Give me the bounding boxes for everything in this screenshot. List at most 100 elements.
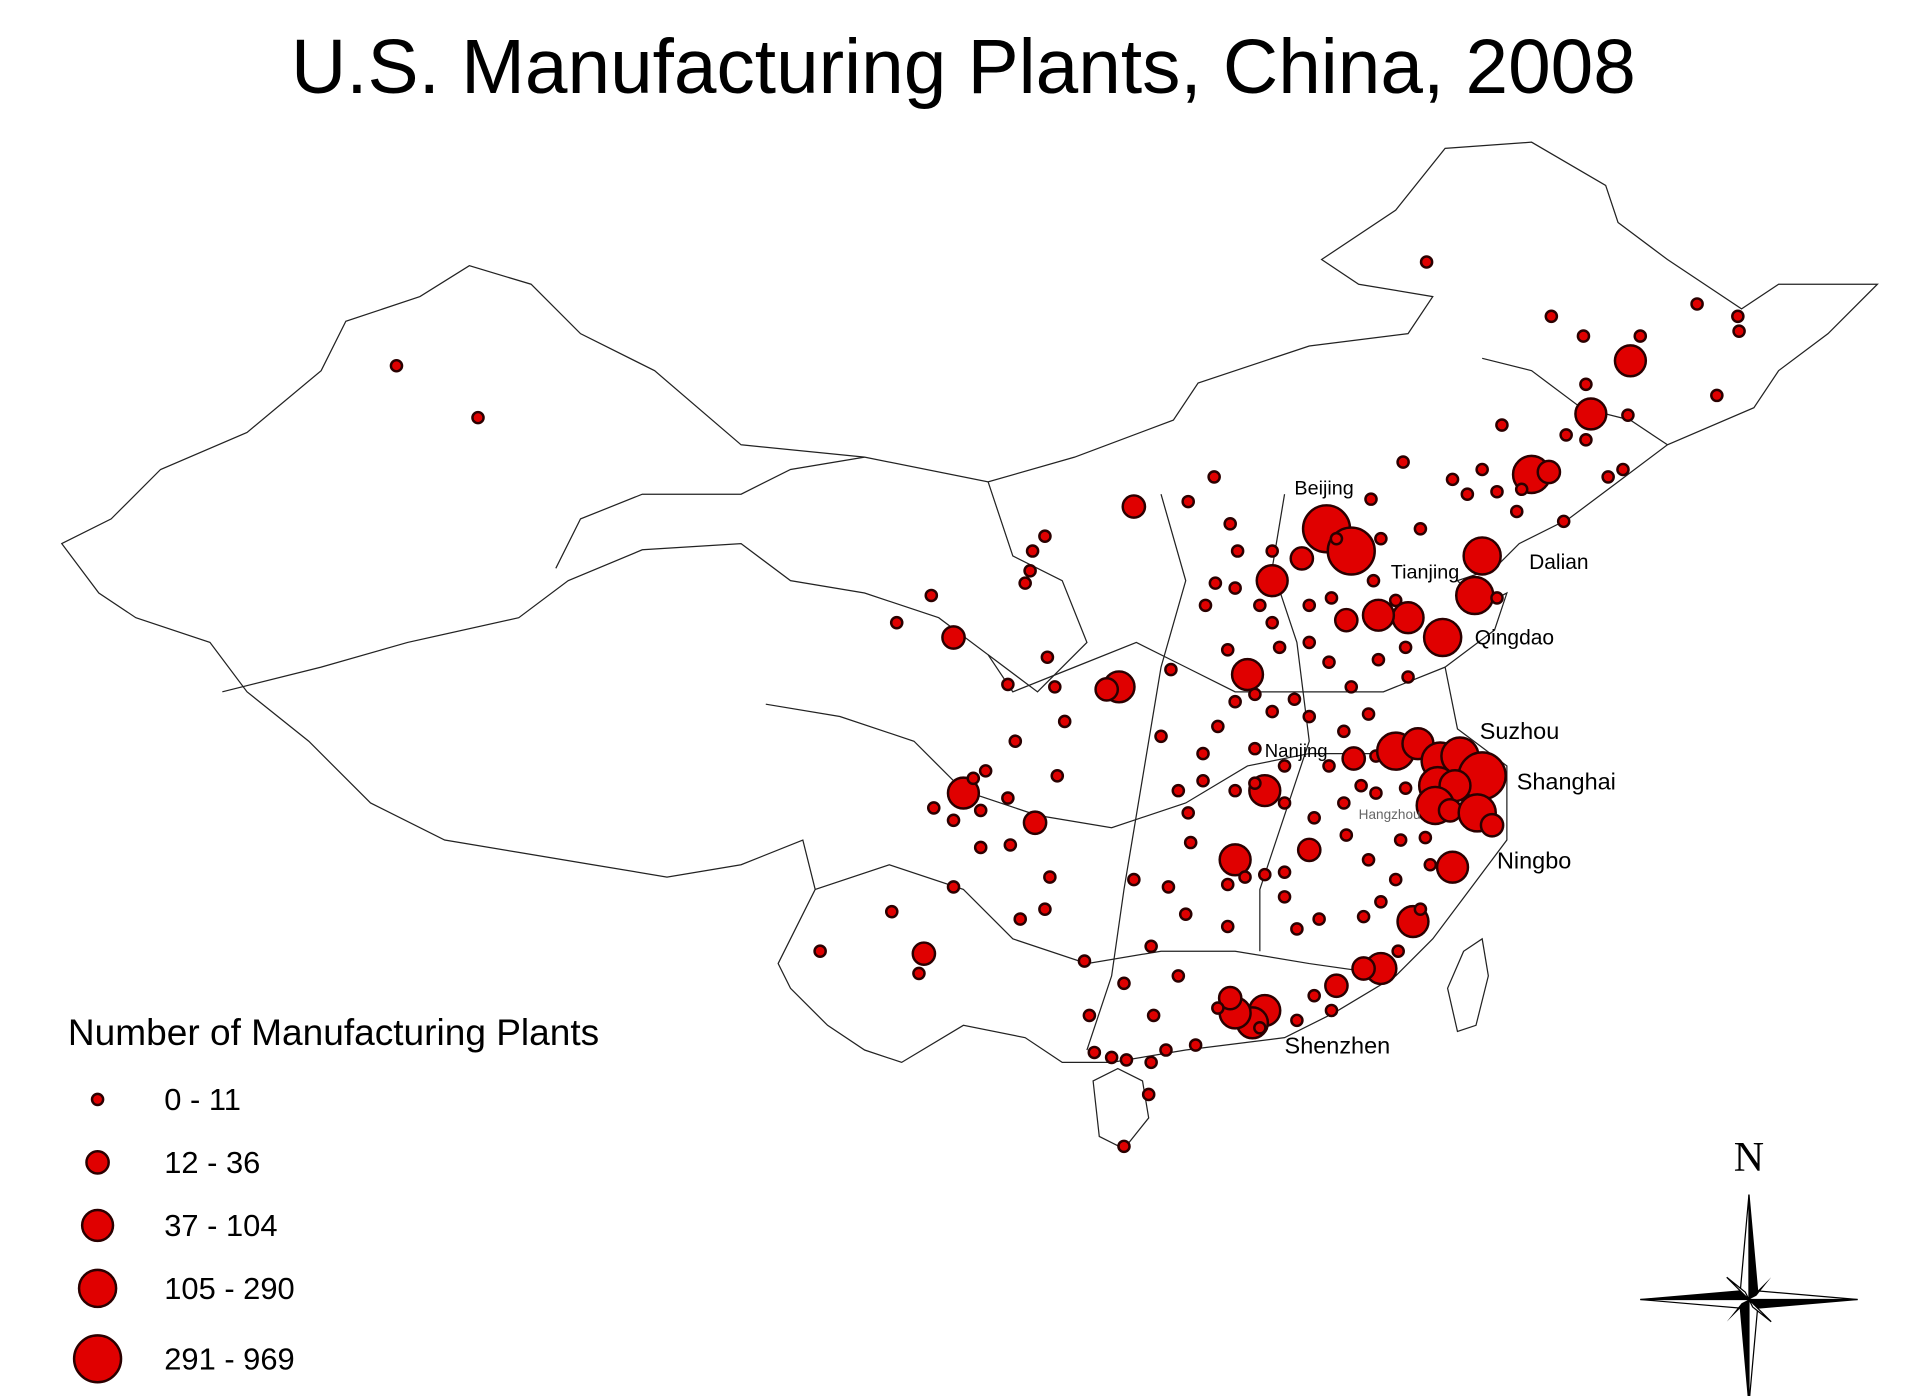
plant-marker bbox=[1356, 909, 1371, 924]
plant-marker bbox=[1339, 828, 1354, 842]
plant-marker bbox=[1454, 575, 1495, 616]
plant-marker bbox=[1296, 837, 1322, 863]
plant-marker bbox=[1374, 531, 1388, 546]
plant-marker bbox=[1248, 687, 1262, 702]
plant-marker bbox=[1043, 870, 1057, 884]
plant-marker bbox=[1117, 1139, 1131, 1154]
plant-marker bbox=[1220, 919, 1235, 934]
plant-marker bbox=[813, 944, 827, 958]
city-label: Nanjing bbox=[1265, 740, 1328, 761]
plant-marker bbox=[1354, 778, 1368, 793]
plant-marker bbox=[1001, 791, 1015, 805]
plant-marker bbox=[1119, 1053, 1134, 1067]
plant-marker bbox=[889, 615, 904, 630]
plant-marker bbox=[1290, 1013, 1304, 1028]
plant-marker bbox=[1248, 741, 1262, 756]
legend-title: Number of Manufacturing Plants bbox=[68, 1011, 599, 1053]
plant-marker bbox=[1374, 895, 1388, 909]
legend-symbol bbox=[80, 1208, 115, 1243]
city-label: Shanghai bbox=[1517, 768, 1616, 794]
plant-marker bbox=[1154, 729, 1168, 744]
city-label: Qingdao bbox=[1475, 626, 1554, 649]
plant-marker bbox=[1207, 470, 1221, 484]
plant-marker bbox=[1178, 907, 1193, 921]
compass-rose: N bbox=[1640, 1135, 1858, 1396]
legend-label: 105 - 290 bbox=[164, 1271, 294, 1306]
plant-marker bbox=[1146, 1008, 1161, 1023]
plant-marker bbox=[946, 880, 961, 894]
plant-marker bbox=[1228, 783, 1242, 798]
plant-marker bbox=[1183, 835, 1198, 850]
plant-marker bbox=[1574, 397, 1608, 431]
plant-marker bbox=[1217, 985, 1243, 1011]
plant-marker bbox=[1509, 504, 1524, 519]
country-outline bbox=[60, 141, 1879, 1150]
plant-marker bbox=[1038, 902, 1052, 917]
plant-marker bbox=[1277, 890, 1292, 904]
plant-marker bbox=[1324, 591, 1339, 605]
plant-marker bbox=[1228, 694, 1242, 709]
plant-marker bbox=[1104, 1050, 1119, 1065]
plant-marker bbox=[1211, 1001, 1225, 1015]
city-label: Ningbo bbox=[1497, 847, 1571, 873]
plant-marker bbox=[1272, 640, 1287, 655]
plant-marker bbox=[1302, 709, 1317, 724]
plant-marker bbox=[1117, 976, 1131, 991]
plant-marker bbox=[1290, 922, 1304, 936]
plant-marker bbox=[1559, 428, 1573, 442]
plant-marker bbox=[1490, 484, 1504, 499]
plant-marker bbox=[1144, 939, 1158, 954]
plant-marker bbox=[1265, 544, 1279, 558]
plant-marker bbox=[1307, 811, 1321, 825]
plant-marker bbox=[973, 840, 988, 855]
legend-label: 37 - 104 bbox=[164, 1208, 277, 1243]
legend-symbol bbox=[72, 1334, 123, 1384]
plant-marker bbox=[1223, 517, 1237, 531]
plant-marker bbox=[1181, 806, 1195, 820]
plant-marker bbox=[1398, 781, 1413, 795]
legend-label: 12 - 36 bbox=[164, 1145, 260, 1180]
plant-marker bbox=[1435, 850, 1470, 884]
plant-marker bbox=[1211, 719, 1225, 734]
plant-marker bbox=[1544, 309, 1559, 324]
plant-marker bbox=[966, 771, 981, 786]
city-label: Tianjing bbox=[1391, 561, 1459, 583]
plant-marker bbox=[1008, 734, 1023, 749]
plant-marker bbox=[1490, 591, 1504, 605]
plant-marker bbox=[1277, 865, 1292, 879]
plant-marker bbox=[1445, 472, 1460, 487]
plant-marker bbox=[1616, 462, 1630, 477]
city-labels: Beijing Tianjing Dalian Qingdao Suzhou Nanjin… bbox=[1265, 477, 1616, 1058]
plant-marker bbox=[1094, 677, 1120, 702]
plant-marker bbox=[1048, 680, 1062, 694]
plant-marker bbox=[1255, 563, 1289, 598]
plant-marker bbox=[1228, 581, 1242, 595]
plant-marker bbox=[1196, 746, 1210, 761]
plant-marker bbox=[1018, 576, 1032, 590]
plant-marker bbox=[1302, 635, 1317, 650]
plant-marker bbox=[1371, 652, 1386, 667]
plant-marker bbox=[924, 588, 939, 603]
plant-marker bbox=[1633, 329, 1648, 343]
plant-marker bbox=[912, 966, 926, 981]
plant-marker bbox=[1277, 796, 1292, 810]
plant-marker bbox=[1579, 377, 1593, 392]
plant-marker bbox=[1413, 902, 1428, 917]
plant-marker bbox=[1171, 969, 1186, 983]
plant-marker bbox=[1369, 786, 1383, 800]
plant-marker bbox=[1422, 617, 1463, 658]
plant-marker bbox=[1022, 810, 1048, 836]
plant-marker bbox=[1579, 433, 1593, 447]
plant-marker bbox=[1198, 598, 1213, 613]
plant-marker bbox=[1238, 870, 1252, 884]
plant-marker bbox=[1344, 680, 1359, 694]
city-label: Beijing bbox=[1294, 477, 1353, 499]
plant-marker bbox=[1025, 544, 1040, 558]
plant-marker bbox=[1423, 857, 1438, 872]
plant-marker bbox=[1312, 912, 1326, 926]
plant-marker bbox=[1418, 830, 1433, 845]
plant-marker bbox=[1265, 615, 1279, 630]
city-label: Shenzhen bbox=[1285, 1033, 1391, 1059]
plant-marker bbox=[1396, 455, 1410, 469]
